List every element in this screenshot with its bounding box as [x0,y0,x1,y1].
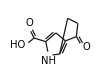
Circle shape [22,42,29,49]
Circle shape [26,24,32,31]
Text: O: O [82,42,90,52]
Circle shape [79,43,85,50]
Text: O: O [25,18,33,28]
Text: HO: HO [10,40,25,50]
Circle shape [45,52,52,59]
Text: NH: NH [41,55,56,66]
